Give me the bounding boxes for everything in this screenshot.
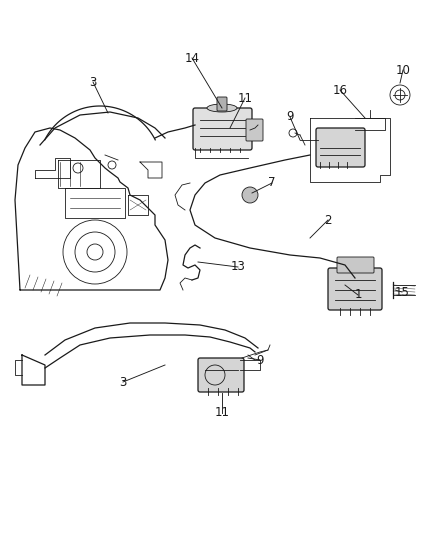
Text: 7: 7	[268, 176, 276, 190]
FancyBboxPatch shape	[217, 97, 227, 111]
FancyBboxPatch shape	[328, 268, 382, 310]
Text: 10: 10	[396, 63, 410, 77]
Text: 3: 3	[89, 76, 97, 88]
FancyBboxPatch shape	[193, 108, 252, 150]
Text: 3: 3	[119, 376, 127, 389]
Text: 14: 14	[184, 52, 199, 64]
FancyBboxPatch shape	[198, 358, 244, 392]
Ellipse shape	[207, 104, 237, 112]
Circle shape	[242, 187, 258, 203]
Text: 9: 9	[286, 110, 294, 124]
FancyBboxPatch shape	[337, 257, 374, 273]
FancyBboxPatch shape	[316, 128, 365, 167]
Text: 11: 11	[237, 92, 252, 104]
Text: 16: 16	[332, 84, 347, 96]
Text: 1: 1	[354, 288, 362, 302]
Text: 2: 2	[324, 214, 332, 227]
Text: 13: 13	[230, 261, 245, 273]
Text: 9: 9	[256, 353, 264, 367]
FancyBboxPatch shape	[246, 119, 263, 141]
Text: 11: 11	[215, 407, 230, 419]
Text: 15: 15	[395, 286, 410, 298]
